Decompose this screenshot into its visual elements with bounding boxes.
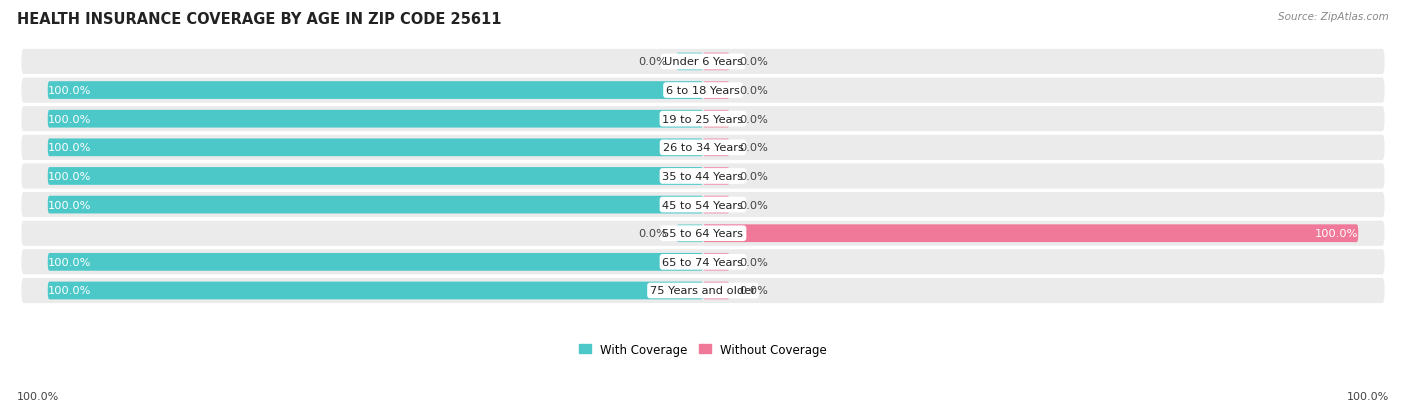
Legend: With Coverage, Without Coverage: With Coverage, Without Coverage [579,343,827,356]
Text: 100.0%: 100.0% [48,257,91,267]
FancyBboxPatch shape [676,53,703,71]
FancyBboxPatch shape [21,192,1385,218]
FancyBboxPatch shape [703,225,1358,242]
Text: 0.0%: 0.0% [638,57,666,67]
Text: 100.0%: 100.0% [1315,229,1358,239]
Text: 0.0%: 0.0% [740,57,768,67]
Text: 6 to 18 Years: 6 to 18 Years [666,86,740,96]
Text: 0.0%: 0.0% [740,143,768,153]
FancyBboxPatch shape [48,111,703,128]
Text: 0.0%: 0.0% [740,171,768,182]
FancyBboxPatch shape [21,50,1385,75]
FancyBboxPatch shape [21,107,1385,132]
FancyBboxPatch shape [676,225,703,242]
Text: HEALTH INSURANCE COVERAGE BY AGE IN ZIP CODE 25611: HEALTH INSURANCE COVERAGE BY AGE IN ZIP … [17,12,502,27]
FancyBboxPatch shape [21,249,1385,275]
FancyBboxPatch shape [703,53,730,71]
Text: 45 to 54 Years: 45 to 54 Years [662,200,744,210]
Text: 100.0%: 100.0% [17,391,59,401]
Text: 0.0%: 0.0% [740,200,768,210]
FancyBboxPatch shape [48,253,703,271]
FancyBboxPatch shape [48,139,703,157]
FancyBboxPatch shape [48,282,703,299]
Text: 100.0%: 100.0% [48,171,91,182]
FancyBboxPatch shape [703,82,730,100]
Text: Under 6 Years: Under 6 Years [664,57,742,67]
FancyBboxPatch shape [21,135,1385,161]
FancyBboxPatch shape [703,282,730,299]
Text: 19 to 25 Years: 19 to 25 Years [662,114,744,124]
Text: 100.0%: 100.0% [1347,391,1389,401]
Text: 100.0%: 100.0% [48,114,91,124]
Text: 100.0%: 100.0% [48,286,91,296]
FancyBboxPatch shape [21,78,1385,103]
FancyBboxPatch shape [21,164,1385,189]
FancyBboxPatch shape [703,253,730,271]
Text: 35 to 44 Years: 35 to 44 Years [662,171,744,182]
Text: 0.0%: 0.0% [740,114,768,124]
Text: 100.0%: 100.0% [48,143,91,153]
Text: 100.0%: 100.0% [48,200,91,210]
FancyBboxPatch shape [703,196,730,214]
Text: 0.0%: 0.0% [740,86,768,96]
FancyBboxPatch shape [48,196,703,214]
Text: 55 to 64 Years: 55 to 64 Years [662,229,744,239]
FancyBboxPatch shape [703,139,730,157]
Text: Source: ZipAtlas.com: Source: ZipAtlas.com [1278,12,1389,22]
FancyBboxPatch shape [703,111,730,128]
FancyBboxPatch shape [21,278,1385,303]
Text: 0.0%: 0.0% [740,257,768,267]
Text: 75 Years and older: 75 Years and older [650,286,756,296]
Text: 26 to 34 Years: 26 to 34 Years [662,143,744,153]
FancyBboxPatch shape [48,82,703,100]
FancyBboxPatch shape [703,168,730,185]
Text: 0.0%: 0.0% [638,229,666,239]
FancyBboxPatch shape [48,168,703,185]
Text: 65 to 74 Years: 65 to 74 Years [662,257,744,267]
Text: 0.0%: 0.0% [740,286,768,296]
Text: 100.0%: 100.0% [48,86,91,96]
FancyBboxPatch shape [21,221,1385,246]
